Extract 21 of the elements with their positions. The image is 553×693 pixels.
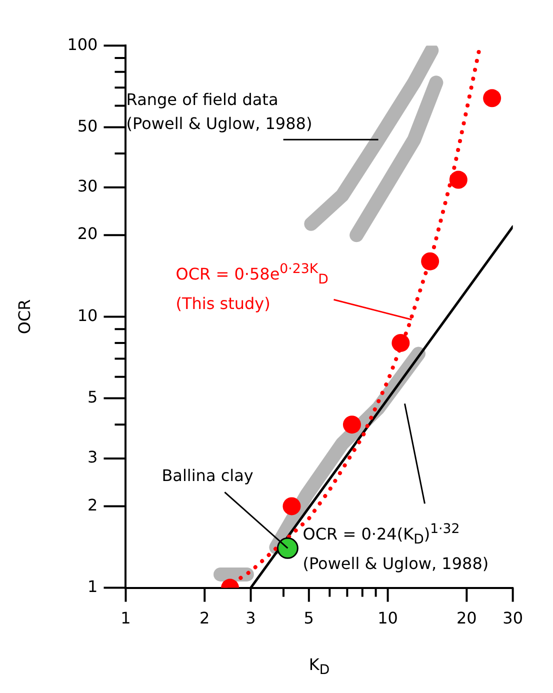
y-axis-title: OCR <box>14 299 34 334</box>
annotation: Ballina clay <box>162 465 254 488</box>
y-tick-label: 30 <box>77 176 98 196</box>
text: OCR = 0·24(K$_{D}$)$^{1·32}$ (Powell & Uglow, 1988) <box>302 522 489 574</box>
y-tick-label: 2 <box>88 495 98 514</box>
y-tick-label: 100 <box>67 34 98 54</box>
x-tick-label: 30 <box>502 608 523 628</box>
x-tick-label: 3 <box>246 608 256 628</box>
y-tick-label: 5 <box>88 387 98 406</box>
y-tick-label: 20 <box>77 224 98 244</box>
x-axis-title: K$_{D}$ <box>308 655 330 678</box>
x-tick-label: 1 <box>120 608 131 628</box>
x-tick-label: 20 <box>456 608 477 628</box>
x-tick-label: 10 <box>378 608 398 628</box>
annotation: Range of field data (Powell & Uglow, 1988) <box>126 88 312 135</box>
x-tick-label: 2 <box>200 608 210 628</box>
y-tick-label: 1 <box>88 576 98 596</box>
x-tick-label: 5 <box>304 608 314 628</box>
y-tick-label: 50 <box>77 116 98 136</box>
y-tick-label: 3 <box>88 448 98 467</box>
y-tick-label: 10 <box>77 306 98 325</box>
